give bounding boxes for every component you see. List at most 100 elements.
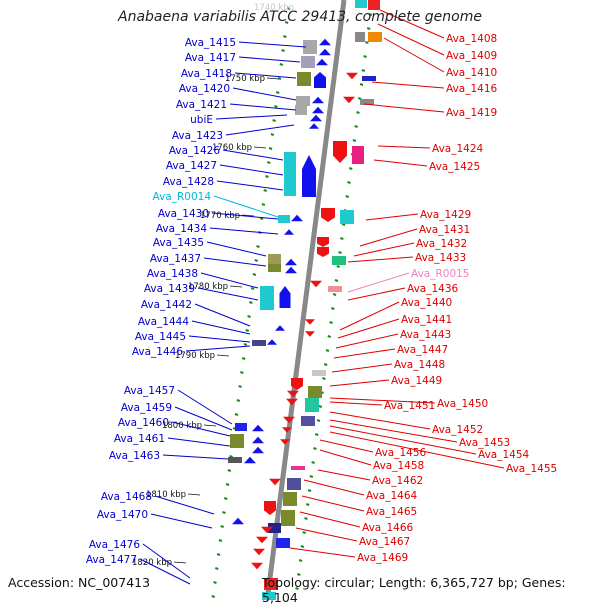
gene-label-forward: Ava_1461	[114, 433, 165, 445]
gene-label-forward: Ava_1427	[166, 160, 217, 172]
gene-leader-line	[289, 547, 356, 558]
scale-tick	[274, 105, 278, 108]
scale-tick	[286, 7, 291, 10]
forward-gene-arrow	[302, 155, 316, 197]
gene-label-reverse: Ava_1448	[394, 359, 445, 371]
gene-label-reverse: Ava_1449	[391, 375, 442, 387]
scale-tick	[281, 49, 285, 52]
reverse-gene-arrow	[253, 548, 265, 556]
gene-leader-line	[206, 241, 267, 257]
feature-box	[328, 286, 342, 292]
scale-tick	[218, 539, 223, 542]
feature-box	[301, 56, 315, 68]
scale-tick	[307, 489, 312, 492]
scale-tick	[298, 559, 303, 562]
gene-leader-line	[225, 124, 295, 136]
scale-tick	[336, 265, 341, 268]
gene-label-forward: Ava_1430	[158, 208, 209, 220]
gene-leader-line	[347, 272, 410, 293]
gene-leader-line	[371, 81, 445, 89]
gene-leader-line	[162, 454, 229, 460]
feature-box	[355, 32, 365, 42]
gene-label-forward: Ava_1460	[118, 417, 169, 429]
gene-leader-line	[377, 23, 445, 56]
kbp-scale-label: 1780 kbp	[188, 282, 228, 292]
gene-leader-line	[299, 511, 361, 528]
feature-box	[340, 210, 354, 224]
gene-leader-line	[329, 411, 431, 430]
scale-tick	[261, 203, 266, 206]
gene-label-forward: Ava_1442	[141, 299, 192, 311]
forward-gene-arrow	[244, 456, 256, 464]
scale-tick	[272, 119, 276, 122]
feature-box	[264, 578, 278, 590]
accession-label: Accession: NC_007413	[8, 575, 151, 590]
scale-tick	[329, 321, 333, 324]
gene-leader-line	[211, 212, 279, 220]
gene-label-forward: Ava_1444	[138, 316, 190, 328]
gene-label-reverse: Ava_1452	[432, 424, 483, 436]
scale-tick	[284, 21, 289, 24]
forward-gene-arrow	[252, 436, 264, 444]
gene-leader-line	[219, 164, 284, 176]
gene-label-reverse: Ava_1453	[459, 437, 510, 449]
feature-box	[308, 386, 322, 398]
gene-leader-line	[365, 213, 419, 221]
gene-label-forward: ubiE	[190, 114, 213, 126]
forward-gene-arrow	[319, 48, 331, 56]
forward-gene-arrow	[252, 446, 264, 454]
gene-label-reverse: Ava_1450	[437, 398, 488, 410]
gene-leader-line	[337, 318, 400, 339]
gene-label-forward: Ava_1423	[172, 130, 223, 142]
gene-leader-line	[197, 287, 259, 301]
feature-box	[303, 40, 317, 54]
reverse-gene-arrow	[310, 280, 322, 288]
gene-label-forward: Ava_1476	[89, 539, 141, 551]
gene-leader-line	[329, 379, 390, 387]
gene-leader-line	[383, 37, 445, 73]
gene-leader-line	[174, 406, 233, 431]
reverse-gene-arrow	[280, 439, 290, 445]
scale-tick	[366, 27, 371, 30]
gene-leader-line	[194, 303, 251, 327]
scale-tick	[256, 245, 260, 248]
gene-label-reverse: Ava_1410	[446, 67, 497, 79]
reverse-gene-arrow	[269, 478, 281, 486]
reverse-gene-arrow	[305, 331, 315, 337]
scale-tick	[348, 167, 353, 170]
scale-tick	[356, 111, 360, 114]
feature-box	[268, 523, 281, 533]
scale-tick	[259, 217, 264, 220]
gene-label-reverse: Ava_R0015	[411, 268, 469, 280]
scale-tick	[268, 147, 273, 150]
gene-label-forward: Ava_1421	[176, 99, 227, 111]
gene-label-forward: Ava_1435	[153, 237, 204, 249]
kbp-scale-leader	[229, 285, 243, 288]
feature-box	[268, 264, 281, 272]
feature-box	[297, 72, 311, 86]
forward-gene-arrow	[310, 114, 322, 122]
scale-tick	[241, 357, 246, 360]
gene-leader-line	[319, 449, 372, 466]
scale-tick	[250, 287, 255, 290]
gene-leader-line	[200, 272, 259, 289]
kbp-scale-leader	[253, 146, 267, 149]
scale-tick	[238, 385, 242, 388]
scale-tick	[252, 273, 257, 276]
scale-tick	[234, 413, 239, 416]
gene-leader-line	[333, 348, 396, 359]
feature-box	[228, 457, 242, 463]
gene-leader-line	[295, 527, 358, 542]
scale-tick	[247, 315, 251, 318]
scale-tick	[211, 595, 216, 598]
feature-box	[268, 254, 281, 264]
scale-tick	[300, 545, 305, 548]
scale-tick	[316, 419, 321, 422]
feature-box	[362, 76, 376, 81]
scale-tick	[216, 553, 221, 556]
feature-box	[260, 286, 274, 310]
gene-leader-line	[331, 363, 393, 373]
feature-box	[368, 0, 380, 10]
reverse-gene-arrow	[321, 208, 335, 222]
feature-box	[312, 370, 326, 376]
